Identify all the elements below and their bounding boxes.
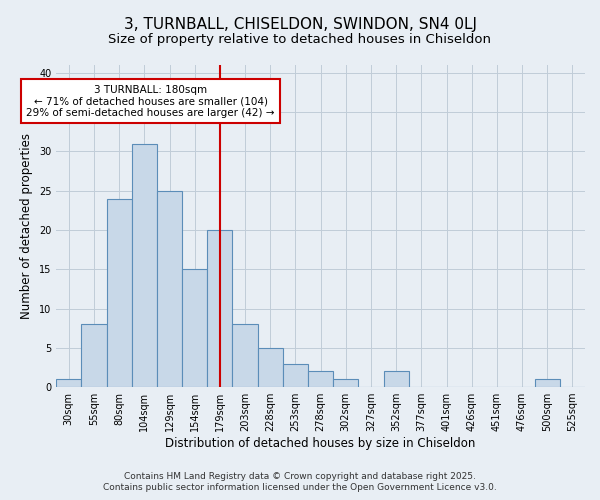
Bar [333, 379, 358, 387]
Bar [157, 190, 182, 387]
Bar [308, 372, 333, 387]
Bar [283, 364, 308, 387]
Text: Contains HM Land Registry data © Crown copyright and database right 2025.
Contai: Contains HM Land Registry data © Crown c… [103, 472, 497, 492]
Bar [82, 324, 107, 387]
Bar [182, 269, 207, 387]
Bar [535, 379, 560, 387]
Bar [257, 348, 283, 387]
Bar [383, 372, 409, 387]
Text: 3, TURNBALL, CHISELDON, SWINDON, SN4 0LJ: 3, TURNBALL, CHISELDON, SWINDON, SN4 0LJ [124, 18, 476, 32]
Bar [56, 379, 82, 387]
Bar [107, 198, 132, 387]
Text: 3 TURNBALL: 180sqm
← 71% of detached houses are smaller (104)
29% of semi-detach: 3 TURNBALL: 180sqm ← 71% of detached hou… [26, 84, 275, 118]
X-axis label: Distribution of detached houses by size in Chiseldon: Distribution of detached houses by size … [166, 437, 476, 450]
Bar [207, 230, 232, 387]
Bar [232, 324, 257, 387]
Bar [132, 144, 157, 387]
Y-axis label: Number of detached properties: Number of detached properties [20, 133, 33, 319]
Text: Size of property relative to detached houses in Chiseldon: Size of property relative to detached ho… [109, 32, 491, 46]
